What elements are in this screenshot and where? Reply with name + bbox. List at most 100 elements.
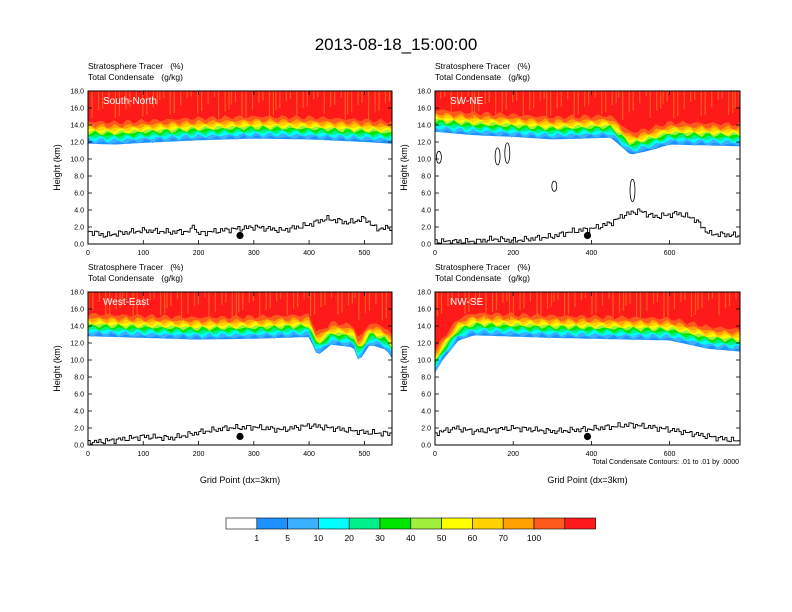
y-tick-label: 14.0 [417,123,431,130]
x-tick-label: 200 [193,451,205,458]
colorbar-label: 30 [375,533,385,543]
plot-frame [434,291,741,446]
x-tick-label: 100 [137,451,149,458]
condensate-contour [504,142,511,164]
x-tick-label: 200 [507,250,519,257]
condensate-contour [551,180,558,192]
y-axis-label: Height (km) [399,345,409,392]
x-tick-label: 600 [664,250,676,257]
y-tick-label: 18.0 [70,290,84,297]
colorbar: 1 5 10 20 30 40 50 60 70 100 [225,517,596,543]
colorbar-label: 100 [527,533,541,543]
colorbar-label: 20 [344,533,354,543]
x-tick-label: 500 [359,250,371,257]
x-tick-label: 200 [193,250,205,257]
panel-label: South-North [103,96,157,107]
tracer-field [435,292,740,445]
panel-4: Stratosphere Tracer (%)Total Condensate … [399,262,741,485]
y-tick-label: 4.0 [421,409,431,416]
y-axis-label: Height (km) [52,345,62,392]
colorbar-label: 60 [468,533,478,543]
colorbar-swatch [348,517,381,530]
y-tick-label: 8.0 [421,174,431,181]
x-tick-label: 0 [433,451,437,458]
colorbar-swatch [256,517,288,530]
y-tick-label: 0.0 [74,242,84,249]
x-axis-label: Grid Point (dx=3km) [547,475,627,485]
y-tick-label: 16.0 [70,106,84,113]
x-tick-label: 100 [137,250,149,257]
x-tick-label: 0 [86,451,90,458]
y-tick-label: 16.0 [417,307,431,314]
y-tick-label: 10.0 [70,358,84,365]
y-tick-label: 4.0 [74,409,84,416]
colorbar-label: 50 [437,533,447,543]
tracer-field [88,91,392,244]
condensate-contour [435,150,442,164]
y-tick-label: 12.0 [70,140,84,147]
y-tick-label: 10.0 [417,157,431,164]
colorbar-swatch [410,517,442,530]
x-tick-label: 300 [248,250,260,257]
colorbar-label: 1 [254,533,259,543]
y-tick-label: 12.0 [417,341,431,348]
colorbar-label: 40 [406,533,416,543]
plot-frame [87,90,393,245]
x-tick-label: 200 [507,451,519,458]
panel-label: West-East [103,297,149,308]
y-tick-label: 14.0 [417,324,431,331]
y-tick-label: 18.0 [417,290,431,297]
y-tick-label: 4.0 [421,208,431,215]
y-tick-label: 14.0 [70,123,84,130]
field-title: Stratosphere Tracer (%) [435,61,531,71]
colorbar-swatch [472,517,504,530]
field-subtitle: Total Condensate (g/kg) [88,72,183,82]
terrain-line [435,422,740,445]
y-tick-label: 8.0 [74,375,84,382]
x-tick-label: 400 [303,250,315,257]
x-tick-label: 300 [248,451,260,458]
x-axis-label: Grid Point (dx=3km) [200,475,280,485]
y-tick-label: 4.0 [74,208,84,215]
terrain-line [88,423,392,445]
field-subtitle: Total Condensate (g/kg) [435,273,530,283]
colorbar-swatch [318,517,350,530]
field-subtitle: Total Condensate (g/kg) [88,273,183,283]
condensate-contour [494,147,501,166]
x-tick-label: 0 [86,250,90,257]
colorbar-swatch [225,517,258,530]
y-tick-label: 16.0 [417,106,431,113]
panels: Stratosphere Tracer (%)Total Condensate … [52,61,741,485]
plot-frame [87,291,393,446]
y-tick-label: 12.0 [70,341,84,348]
y-tick-label: 6.0 [421,392,431,399]
y-tick-label: 10.0 [417,358,431,365]
colorbar-label: 10 [314,533,324,543]
colorbar-swatch [441,517,473,530]
y-tick-label: 10.0 [70,157,84,164]
location-marker [236,432,244,441]
x-tick-label: 400 [586,250,598,257]
colorbar-swatch [379,517,412,530]
panel-3: Stratosphere Tracer (%)Total Condensate … [52,262,393,485]
y-axis-label: Height (km) [399,144,409,191]
y-tick-label: 12.0 [417,140,431,147]
y-tick-label: 16.0 [70,307,84,314]
plot-frame [434,90,741,245]
y-tick-label: 6.0 [74,191,84,198]
y-tick-label: 0.0 [74,443,84,450]
y-axis-label: Height (km) [52,144,62,191]
condensate-contour [629,178,636,202]
y-tick-label: 8.0 [421,375,431,382]
y-tick-label: 18.0 [70,89,84,96]
panel-1: Stratosphere Tracer (%)Total Condensate … [52,61,393,257]
tracer-field [88,292,392,445]
colorbar-swatch [564,517,596,530]
terrain-line [435,208,740,244]
colorbar-label: 70 [498,533,508,543]
colorbar-swatch [502,517,535,530]
panel-2: Stratosphere Tracer (%)Total Condensate … [399,61,741,257]
location-marker [583,432,592,441]
field-subtitle: Total Condensate (g/kg) [435,72,530,82]
